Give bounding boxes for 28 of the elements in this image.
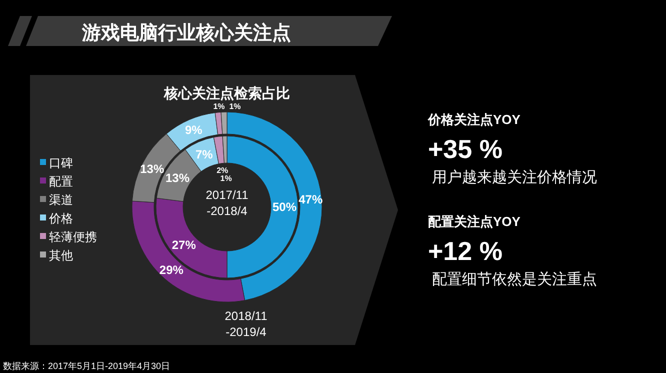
legend-label: 口碑: [49, 156, 73, 170]
text: 配置关注点YOY: [428, 214, 521, 229]
text: 用户越来越关注价格情况: [432, 169, 597, 186]
data-label: 13%: [165, 170, 190, 185]
source-note: 数据来源：2017年5月1日-2019年4月30日: [3, 361, 170, 371]
legend-label: 价格: [48, 212, 73, 226]
legend-label: 轻薄便携: [49, 230, 97, 244]
legend-label: 配置: [49, 174, 73, 188]
slice-label: 2018/11 -2019/4: [224, 309, 268, 339]
data-label: 50%: [272, 200, 297, 214]
data-label: 9%: [184, 123, 203, 138]
legend-label: 渠道: [49, 193, 73, 207]
slice-label: 2017/11 -2018/4: [206, 188, 249, 218]
data-label: 1%: [213, 102, 225, 111]
legend-label: 其他: [49, 248, 73, 262]
text: +35 %: [428, 134, 502, 164]
data-label: 13%: [140, 162, 164, 176]
data-label: 29%: [159, 263, 184, 278]
chart-title: 游戏电脑行业核心关注点: [81, 22, 291, 44]
text: +12 %: [428, 236, 502, 266]
data-label: 1%: [229, 102, 241, 111]
data-label: 7%: [195, 147, 214, 162]
text: 配置细节依然是关注重点: [432, 271, 597, 288]
data-label: 1%: [220, 174, 232, 183]
data-label: 2%: [216, 166, 228, 175]
data-label: 27%: [172, 238, 196, 252]
text: 价格关注点YOY: [427, 112, 521, 127]
chart-subtitle: 核心关注点检索占比: [163, 85, 290, 101]
